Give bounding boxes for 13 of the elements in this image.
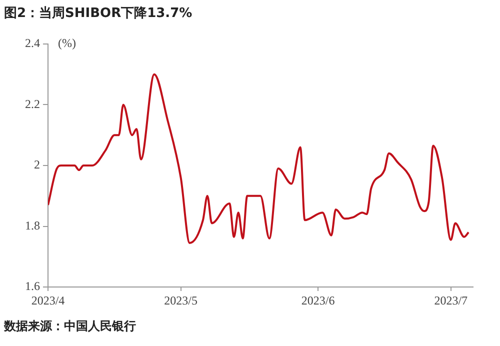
y-tick-label: 2.4 [25, 36, 40, 50]
y-tick-label: 1.6 [25, 279, 40, 294]
y-tick-label: 1.8 [25, 218, 40, 232]
line-series [48, 73, 470, 244]
x-tick-label: 2023/5 [164, 293, 198, 308]
source-note: 数据来源：中国人民银行 [4, 318, 136, 335]
x-tick-label: 2023/6 [301, 293, 335, 308]
y-tick-label: 2 [34, 158, 40, 172]
x-tick-label: 2023/7 [434, 293, 468, 308]
y-axis-title: (%) [58, 36, 76, 50]
x-tick-label: 2023/4 [31, 293, 65, 308]
chart-title: 图2：当周SHIBOR下降13.7% [4, 5, 192, 22]
y-tick-label: 2.2 [25, 96, 40, 111]
